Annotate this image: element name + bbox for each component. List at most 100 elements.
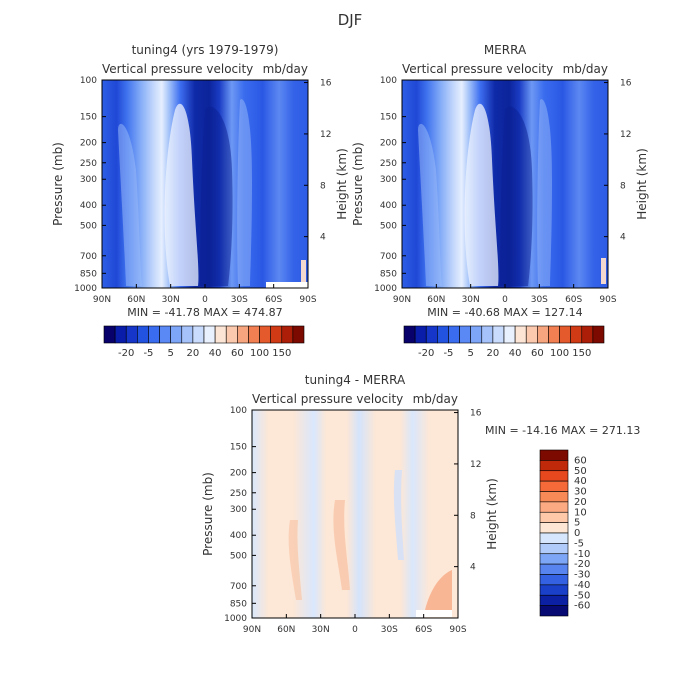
right-tick-labels: 16 12 8 4 — [604, 79, 632, 243]
y-tick-label: 200 — [230, 469, 247, 479]
colorbar-swatch — [539, 574, 569, 586]
colorbar-tick-label: 100 — [550, 348, 569, 359]
colorbar-swatch — [159, 325, 171, 344]
colorbar-swatch — [539, 460, 569, 472]
heatmap-contours — [418, 99, 606, 286]
colorbar-tick-label: -60 — [574, 601, 590, 612]
contour-northern-band — [118, 123, 142, 286]
x-tick-label: 90S — [599, 295, 616, 305]
colorbar-tick-label: 0 — [574, 528, 580, 539]
colorbar-swatch — [137, 325, 149, 344]
stats-text: MIN = -14.16 MAX = 271.13 — [485, 424, 640, 437]
y-tick-label: 300 — [80, 175, 97, 185]
contour-southern-band — [537, 99, 552, 286]
colorbar-swatch — [281, 325, 294, 344]
y-tick-label: 250 — [230, 489, 247, 499]
y-tick-label: 200 — [380, 139, 397, 149]
colorbar-swatch — [103, 325, 116, 344]
high-value-strip — [601, 258, 606, 284]
panel-subtitle: Vertical pressure velocity — [252, 392, 403, 406]
y-tick-label: 500 — [230, 551, 247, 561]
heatmap-field — [252, 410, 458, 618]
panel-units: mb/day — [563, 62, 608, 76]
y-tick-label: 700 — [230, 582, 247, 592]
colorbar-swatch — [539, 563, 569, 575]
colorbar-tick-label: -5 — [143, 348, 153, 359]
heatmap-contours — [118, 99, 308, 288]
y-tick-label: 100 — [230, 406, 247, 416]
colorbar-swatch — [592, 325, 605, 344]
colorbar-swatch — [539, 543, 569, 555]
x-tick-label: 30N — [312, 625, 330, 635]
contour-patch — [333, 500, 350, 590]
y-tick-label: 300 — [230, 505, 247, 515]
right-tick-label: 12 — [620, 130, 631, 140]
y-tick-label: 100 — [380, 76, 397, 86]
high-value-strip — [301, 260, 306, 282]
y-tick-labels: 100 150 200 250 300 400 500 700 850 1000 — [224, 406, 256, 624]
colorbar-tick-label: 40 — [574, 476, 587, 487]
x-tick-label: 30S — [531, 295, 548, 305]
stats-text: MIN = -41.78 MAX = 474.87 — [127, 306, 282, 319]
panel-title: tuning4 (yrs 1979-1979) — [132, 43, 279, 57]
x-tick-label: 60S — [415, 625, 432, 635]
colorbar-swatch — [403, 325, 416, 344]
right-tick-label: 12 — [320, 130, 331, 140]
colorbar-tick-label: 10 — [574, 507, 587, 518]
colorbar-swatch — [414, 325, 427, 344]
contour-northern-band — [418, 123, 442, 286]
x-tick-label: 60N — [427, 295, 445, 305]
right-tick-label: 16 — [470, 409, 482, 419]
panel-title: MERRA — [484, 43, 527, 57]
y-tick-label: 150 — [230, 443, 247, 453]
right-tick-label: 4 — [320, 233, 326, 243]
colorbar-swatch — [539, 470, 569, 482]
y-tick-labels: 100 150 200 250 300 400 500 700 850 1000 — [74, 76, 106, 294]
x-tick-label: 90N — [93, 295, 111, 305]
missing-data-patch — [266, 282, 308, 288]
right-tick-label: 8 — [470, 511, 476, 521]
y-tick-label: 200 — [80, 139, 97, 149]
x-tick-label: 30S — [381, 625, 398, 635]
x-tick-label: 0 — [502, 295, 508, 305]
y-tick-label: 100 — [80, 76, 97, 86]
colorbar — [539, 449, 569, 617]
x-tick-label: 30S — [231, 295, 248, 305]
colorbar-tick-label: 150 — [272, 348, 291, 359]
x-tick-labels: 90N 60N 30N 0 30S 60S 90S — [243, 614, 467, 635]
colorbar-swatch — [192, 325, 205, 344]
colorbar-tick-label: -20 — [118, 348, 134, 359]
colorbar-swatch — [539, 594, 569, 606]
x-tick-label: 0 — [352, 625, 358, 635]
y-tick-label: 850 — [380, 269, 397, 279]
colorbar-tick-label: 50 — [574, 466, 587, 477]
y-axis-label: Pressure (mb) — [201, 472, 215, 556]
colorbar-swatch — [270, 325, 283, 344]
x-tick-label: 0 — [202, 295, 208, 305]
colorbar-tick-label: -40 — [574, 580, 590, 591]
x-tick-label: 60S — [265, 295, 282, 305]
y-tick-label: 1000 — [374, 284, 397, 294]
y-axis-label-right: Height (km) — [335, 148, 349, 219]
colorbar-tick-label: -10 — [574, 549, 590, 560]
y-axis-label-right: Height (km) — [485, 478, 499, 549]
colorbar-swatch — [539, 491, 569, 503]
x-tick-label: 30N — [162, 295, 180, 305]
colorbar-tick-label: 5 — [574, 518, 580, 529]
colorbar-swatch — [539, 511, 569, 523]
colorbar-swatch — [481, 325, 494, 344]
y-tick-label: 150 — [380, 113, 397, 123]
contour-patch — [288, 520, 302, 600]
colorbar-swatch — [492, 325, 505, 344]
y-tick-label: 700 — [80, 252, 97, 262]
colorbar-swatch — [237, 325, 249, 344]
y-axis-label-right: Height (km) — [635, 148, 649, 219]
contour-subsidence-core — [464, 103, 499, 286]
y-tick-label: 400 — [80, 201, 97, 211]
x-tick-label: 30N — [462, 295, 480, 305]
y-tick-label: 850 — [80, 269, 97, 279]
right-tick-label: 8 — [320, 181, 326, 191]
colorbar-swatch — [448, 325, 460, 344]
